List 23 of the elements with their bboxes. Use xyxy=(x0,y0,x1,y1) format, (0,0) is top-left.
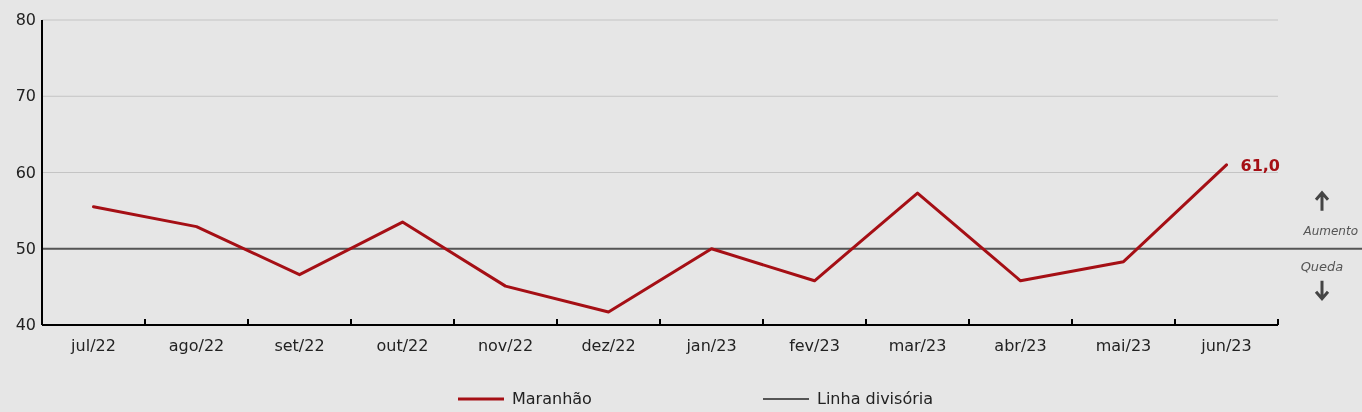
x-tick-label: jun/23 xyxy=(1200,336,1252,355)
x-tick-label: dez/22 xyxy=(581,336,636,355)
x-tick-label: jul/22 xyxy=(70,336,116,355)
x-tick-label: jan/23 xyxy=(685,336,737,355)
x-tick-label: abr/23 xyxy=(994,336,1047,355)
x-tick-label: ago/22 xyxy=(168,336,225,355)
text: Aumento xyxy=(1302,223,1358,238)
y-tick-label: 80 xyxy=(15,10,36,29)
legend-label: Linha divisória xyxy=(817,389,933,408)
x-tick-label: mar/23 xyxy=(888,336,947,355)
y-tick-label: 40 xyxy=(15,315,36,334)
y-tick-label: 60 xyxy=(15,162,36,182)
x-tick-label: fev/23 xyxy=(789,336,840,355)
data-label: 61,0 xyxy=(1240,155,1280,175)
line-series xyxy=(92,163,1228,314)
x-tick-label: nov/22 xyxy=(477,336,534,355)
x-tick-label: set/22 xyxy=(274,336,325,355)
y-tick-label: 70 xyxy=(15,86,36,106)
x-tick-label: mai/23 xyxy=(1095,336,1152,355)
legend-label: Maranhão xyxy=(512,389,592,408)
y-tick-label: 50 xyxy=(15,238,36,258)
x-tick-label: out/22 xyxy=(376,336,429,355)
text: Queda xyxy=(1300,258,1344,274)
